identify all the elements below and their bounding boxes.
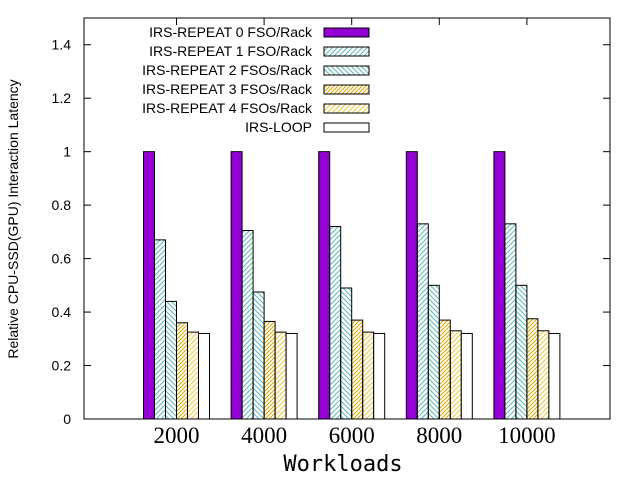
bar-series3-2000 bbox=[176, 322, 188, 420]
bar-series4-4000 bbox=[274, 331, 287, 420]
legend-swatch bbox=[323, 103, 370, 114]
bar-series1-6000 bbox=[329, 226, 342, 420]
bar-series0-6000 bbox=[318, 151, 331, 420]
y-tick-label: 0.6 bbox=[52, 251, 72, 267]
bar-series5-10000 bbox=[548, 332, 561, 420]
legend: IRS-REPEAT 0 FSO/Rack IRS-REPEAT 1 FSO/Ra… bbox=[142, 24, 370, 135]
y-axis: 0 0.2 0.4 0.6 0.8 1 1.2 1.4 bbox=[52, 37, 610, 427]
bar-series2-10000 bbox=[515, 284, 528, 420]
bar-series5-6000 bbox=[373, 332, 386, 420]
bar-series2-6000 bbox=[340, 287, 353, 420]
bars-layer bbox=[143, 151, 561, 420]
legend-label: IRS-LOOP bbox=[245, 119, 312, 135]
legend-label: IRS-REPEAT 2 FSOs/Rack bbox=[142, 62, 313, 78]
x-tick-label: 4000 bbox=[241, 423, 287, 448]
legend-label: IRS-REPEAT 4 FSOs/Rack bbox=[142, 100, 313, 116]
x-tick-label: 2000 bbox=[154, 423, 200, 448]
x-axis: 2000 4000 6000 8000 10000 bbox=[154, 18, 556, 448]
bar-series3-8000 bbox=[438, 319, 451, 420]
bar-series5-8000 bbox=[460, 332, 473, 420]
y-tick-label: 1.4 bbox=[52, 37, 72, 53]
legend-label: IRS-REPEAT 0 FSO/Rack bbox=[149, 24, 313, 40]
y-tick-label: 0.8 bbox=[52, 197, 72, 213]
y-tick-label: 1 bbox=[63, 144, 71, 160]
bar-series1-10000 bbox=[504, 223, 517, 420]
bar-series3-6000 bbox=[351, 319, 364, 420]
bar-series0-4000 bbox=[230, 151, 243, 420]
bar-series2-8000 bbox=[427, 284, 440, 420]
legend-swatch bbox=[323, 84, 370, 95]
x-tick-label: 8000 bbox=[416, 423, 462, 448]
legend-swatch bbox=[323, 27, 370, 38]
bar-series0-2000 bbox=[143, 151, 155, 420]
bar-series4-8000 bbox=[449, 330, 462, 420]
y-tick-label: 0.4 bbox=[52, 304, 72, 320]
bar-series5-4000 bbox=[285, 332, 298, 420]
x-tick-label: 6000 bbox=[329, 423, 375, 448]
bar-series5-2000 bbox=[198, 332, 210, 420]
bar-series3-10000 bbox=[526, 318, 539, 420]
bar-series0-10000 bbox=[493, 151, 506, 420]
y-axis-label: Relative CPU-SSD(GPU) Interaction Latenc… bbox=[5, 79, 21, 358]
y-tick-label: 1.2 bbox=[52, 90, 72, 106]
legend-label: IRS-REPEAT 1 FSO/Rack bbox=[149, 43, 313, 59]
bar-series3-4000 bbox=[263, 320, 276, 420]
x-axis-label: Workloads bbox=[283, 452, 402, 477]
legend-swatch bbox=[323, 65, 370, 76]
legend-swatch bbox=[323, 46, 370, 57]
bar-series2-4000 bbox=[252, 291, 265, 420]
y-tick-label: 0.2 bbox=[52, 358, 72, 374]
bar-series2-2000 bbox=[165, 300, 177, 420]
bar-series1-8000 bbox=[416, 223, 429, 420]
y-tick-label: 0 bbox=[63, 411, 71, 427]
legend-swatch bbox=[323, 122, 370, 133]
bar-series4-10000 bbox=[537, 330, 550, 420]
legend-label: IRS-REPEAT 3 FSOs/Rack bbox=[142, 81, 313, 97]
bar-series1-4000 bbox=[241, 230, 254, 420]
bar-series4-2000 bbox=[187, 331, 199, 420]
bar-series0-8000 bbox=[405, 151, 418, 420]
plot-frame bbox=[83, 17, 611, 420]
bar-series4-6000 bbox=[362, 331, 375, 420]
bar-series1-2000 bbox=[154, 239, 166, 420]
x-tick-label: 10000 bbox=[498, 423, 556, 448]
